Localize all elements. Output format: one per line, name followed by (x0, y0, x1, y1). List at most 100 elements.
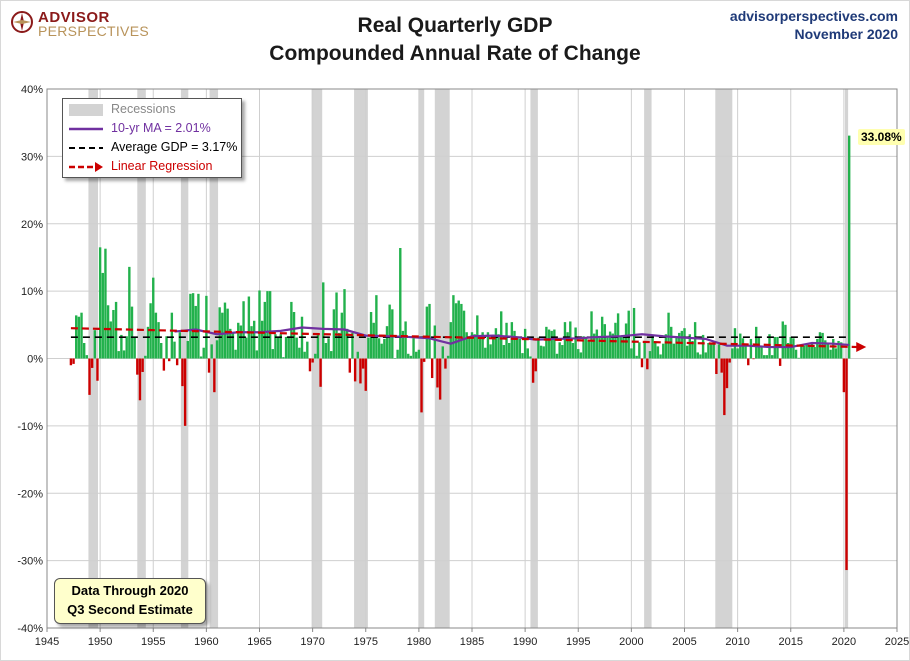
gdp-bar-147 (460, 303, 463, 359)
gdp-bar-207 (619, 335, 622, 359)
gdp-bar-293 (847, 135, 851, 359)
gdp-bar-222 (659, 354, 662, 359)
gdp-bar-46 (191, 293, 195, 359)
gdp-bar-163 (502, 345, 506, 359)
gdp-bar-152 (473, 334, 476, 359)
gdp-bar-180 (547, 329, 551, 359)
gdp-bar-21 (125, 336, 128, 359)
legend-regression-label: Linear Regression (111, 159, 213, 173)
gdp-bar-220 (654, 342, 657, 359)
chart-title-line2: Compounded Annual Rate of Change (269, 42, 641, 65)
gdp-bar-127 (407, 353, 410, 359)
gdp-bar-165 (507, 343, 511, 359)
gdp-bar-135 (428, 303, 431, 359)
x-tick-label-5: 1970 (300, 636, 324, 648)
gdp-bar-288 (834, 348, 838, 359)
gdp-bar-123 (396, 349, 399, 359)
gdp-bar-44 (186, 340, 189, 359)
gdp-bar-170 (521, 353, 524, 359)
gdp-bar-10 (96, 358, 99, 381)
gdp-bar-259 (757, 336, 761, 359)
gdp-bar-248 (728, 358, 731, 363)
gdp-bar-221 (656, 346, 660, 359)
gdp-bar-176 (537, 337, 540, 359)
gdp-bar-275 (800, 345, 803, 359)
gdp-bar-160 (494, 328, 498, 359)
gdp-bar-78 (276, 336, 280, 359)
gdp-bar-255 (747, 358, 750, 366)
y-tick-label-5: -10% (17, 421, 43, 433)
gdp-bar-193 (582, 336, 585, 359)
gdp-bar-4 (80, 312, 83, 359)
gdp-bar-198 (595, 329, 599, 359)
gdp-bar-217 (646, 358, 649, 370)
gdp-bar-108 (356, 351, 359, 359)
gdp-bar-219 (651, 334, 654, 359)
gdp-bar-232 (685, 345, 689, 359)
x-tick-label-0: 1945 (35, 636, 59, 648)
gdp-bar-0 (69, 358, 73, 366)
x-tick-label-1: 1950 (88, 636, 112, 648)
gdp-bar-9 (93, 330, 97, 359)
x-tick-label-10: 1995 (566, 636, 590, 648)
gdp-bar-92 (314, 353, 317, 359)
gdp-bar-280 (813, 347, 816, 359)
gdp-bar-18 (117, 351, 120, 359)
gdp-bar-133 (422, 358, 426, 362)
gdp-bar-276 (802, 345, 806, 359)
gdp-bar-254 (744, 345, 747, 359)
gdp-bar-55 (215, 340, 219, 359)
y-tick-label-1: 30% (21, 151, 43, 163)
y-tick-label-4: 0% (27, 354, 43, 366)
legend-ma-line (69, 127, 103, 131)
moving-average-line (174, 326, 850, 349)
gdp-bar-81 (284, 336, 288, 359)
gdp-bar-35 (162, 358, 166, 371)
gdp-bar-66 (245, 337, 248, 359)
gdp-bar-20 (122, 350, 126, 359)
gdp-bar-172 (526, 348, 529, 359)
gdp-bar-262 (765, 355, 769, 359)
gdp-bar-177 (539, 345, 543, 359)
gdp-bar-13 (104, 248, 107, 359)
gdp-bar-146 (457, 300, 460, 359)
gdp-bar-150 (468, 336, 471, 359)
gdp-bar-32 (154, 312, 158, 359)
last-value-label: 33.08% (858, 129, 905, 145)
gdp-bar-101 (337, 332, 341, 359)
y-tick-label-8: -40% (17, 623, 43, 635)
report-date: November 2020 (794, 26, 898, 42)
gdp-bar-285 (826, 344, 830, 359)
gdp-bar-28 (144, 355, 147, 359)
gdp-bar-178 (542, 346, 545, 359)
gdp-bar-42 (181, 358, 184, 387)
gdp-bar-256 (749, 338, 753, 359)
gdp-bar-69 (252, 320, 256, 359)
gdp-bar-116 (377, 338, 381, 359)
gdp-bar-57 (221, 312, 224, 359)
gdp-bar-24 (133, 337, 136, 359)
gdp-bar-99 (332, 309, 336, 359)
gdp-bar-230 (680, 330, 684, 359)
gdp-bar-203 (608, 331, 612, 359)
gdp-bar-215 (640, 358, 644, 368)
gdp-bar-68 (250, 326, 253, 359)
legend-average: Average GDP = 3.17% (69, 139, 239, 157)
x-tick-label-3: 1960 (194, 636, 218, 648)
gdp-bar-189 (571, 343, 575, 359)
gdp-bar-19 (120, 334, 123, 359)
gdp-bar-290 (840, 342, 843, 359)
gdp-bar-1 (72, 358, 75, 364)
gdp-bar-120 (388, 304, 391, 359)
legend-recession-swatch (69, 104, 103, 116)
gdp-bar-121 (391, 309, 394, 359)
gdp-bar-86 (298, 347, 301, 359)
gdp-bar-277 (805, 343, 808, 359)
legend-average-label: Average GDP = 3.17% (111, 140, 238, 154)
legend-ma: 10-yr MA = 2.01% (69, 120, 239, 138)
x-tick-label-13: 2010 (725, 636, 749, 648)
y-tick-label-6: -20% (17, 488, 43, 500)
gdp-bar-195 (587, 340, 591, 359)
gdp-bar-31 (152, 277, 155, 359)
gdp-bar-131 (417, 349, 421, 359)
